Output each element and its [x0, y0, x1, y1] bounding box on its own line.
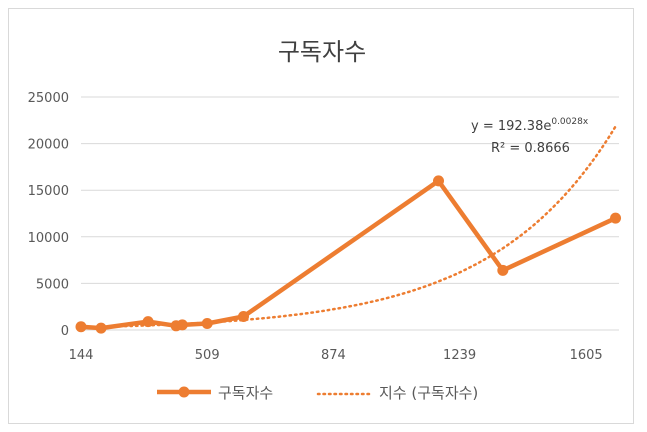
x-tick-label: 1605 — [570, 348, 603, 363]
data-point — [238, 310, 250, 322]
chart-frame: 구독자수 0 5000 10000 15000 20000 25000 144 509 874… — [8, 8, 634, 424]
data-point — [610, 212, 622, 224]
data-point — [95, 322, 107, 334]
x-tick-label: 144 — [69, 348, 94, 363]
y-tick-label: 5000 — [36, 277, 69, 292]
data-point — [201, 317, 213, 329]
grid-lines — [81, 96, 619, 331]
chart-title: 구독자수 — [278, 38, 366, 66]
data-point — [497, 264, 509, 276]
x-tick-label: 1239 — [443, 348, 476, 363]
y-tick-label: 0 — [61, 324, 69, 339]
x-tick-label: 509 — [195, 348, 220, 363]
legend-trendline-label: 지수 (구독자수) — [379, 384, 478, 402]
y-tick-label: 10000 — [28, 231, 69, 246]
chart-svg: 구독자수 0 5000 10000 15000 20000 25000 144 509 874… — [28, 38, 622, 402]
x-tick-label: 874 — [321, 348, 346, 363]
trendline-path — [79, 125, 617, 329]
series-markers — [75, 175, 622, 334]
legend-series-marker — [178, 386, 190, 398]
data-point — [75, 321, 87, 333]
data-point — [176, 319, 188, 331]
data-point — [142, 316, 154, 328]
y-tick-label: 25000 — [28, 91, 69, 106]
y-axis-ticks: 0 5000 10000 15000 20000 25000 — [28, 91, 69, 339]
x-axis-ticks: 144 509 874 1239 1605 — [69, 348, 603, 363]
trendline-equation: y = 192.38e0.0028x — [471, 117, 589, 134]
legend-series-label: 구독자수 — [218, 384, 273, 402]
series-line — [80, 178, 617, 331]
data-point — [433, 175, 445, 187]
legend: 구독자수 지수 (구독자수) — [157, 384, 478, 402]
y-tick-label: 20000 — [28, 138, 69, 153]
y-tick-label: 15000 — [28, 184, 69, 199]
trendline-r-squared: R² = 0.8666 — [491, 141, 570, 156]
